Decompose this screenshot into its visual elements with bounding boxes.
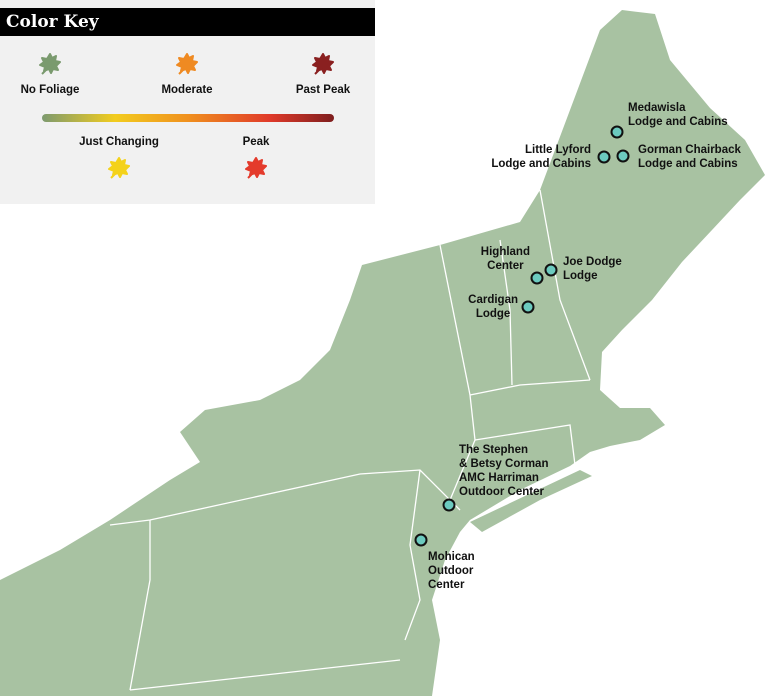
legend-label: Past Peak [295,84,351,96]
legend-label: Moderate [161,84,213,96]
legend-title: Color Key [0,8,375,36]
long-island [470,470,592,532]
legend-label: No Foliage [20,84,80,96]
land [0,10,765,696]
state-borders [109,189,591,691]
foliage-gradient-bar [42,114,334,122]
site-label: Joe Dodge Lodge [563,256,622,282]
site-label: Medawisla Lodge and Cabins [628,102,728,128]
legend-item-peak: Peak [196,136,316,180]
site-label: Little Lyford Lodge and Cabins [491,144,591,170]
maple-leaf-icon [176,53,198,75]
site-marker[interactable] [414,533,428,547]
site-label: Gorman Chairback Lodge and Cabins [638,144,741,170]
site-label: Cardigan Lodge [468,294,518,320]
site-marker[interactable] [610,125,624,139]
legend-item-no-foliage: No Foliage [0,52,110,96]
site-label: Mohican Outdoor Center [428,551,475,591]
site-marker[interactable] [597,150,611,164]
maple-leaf-icon [108,157,130,179]
site-label: Highland Center [480,246,530,272]
site-marker[interactable] [521,300,535,314]
color-key-legend: Color Key No Foliage Moderate Past Peak Jus… [0,0,375,204]
site-marker[interactable] [530,271,544,285]
legend-item-past-peak: Past Peak [263,52,383,96]
legend-item-just-changing: Just Changing [59,136,179,180]
site-marker[interactable] [442,498,456,512]
site-label: The Stephen & Betsy Corman AMC Harriman … [459,444,549,498]
site-marker[interactable] [544,263,558,277]
legend-label: Just Changing [79,136,159,148]
maple-leaf-icon [245,157,267,179]
maple-leaf-icon [312,53,334,75]
site-marker[interactable] [616,149,630,163]
maple-leaf-icon [39,53,61,75]
legend-label: Peak [242,136,270,148]
legend-item-moderate: Moderate [127,52,247,96]
